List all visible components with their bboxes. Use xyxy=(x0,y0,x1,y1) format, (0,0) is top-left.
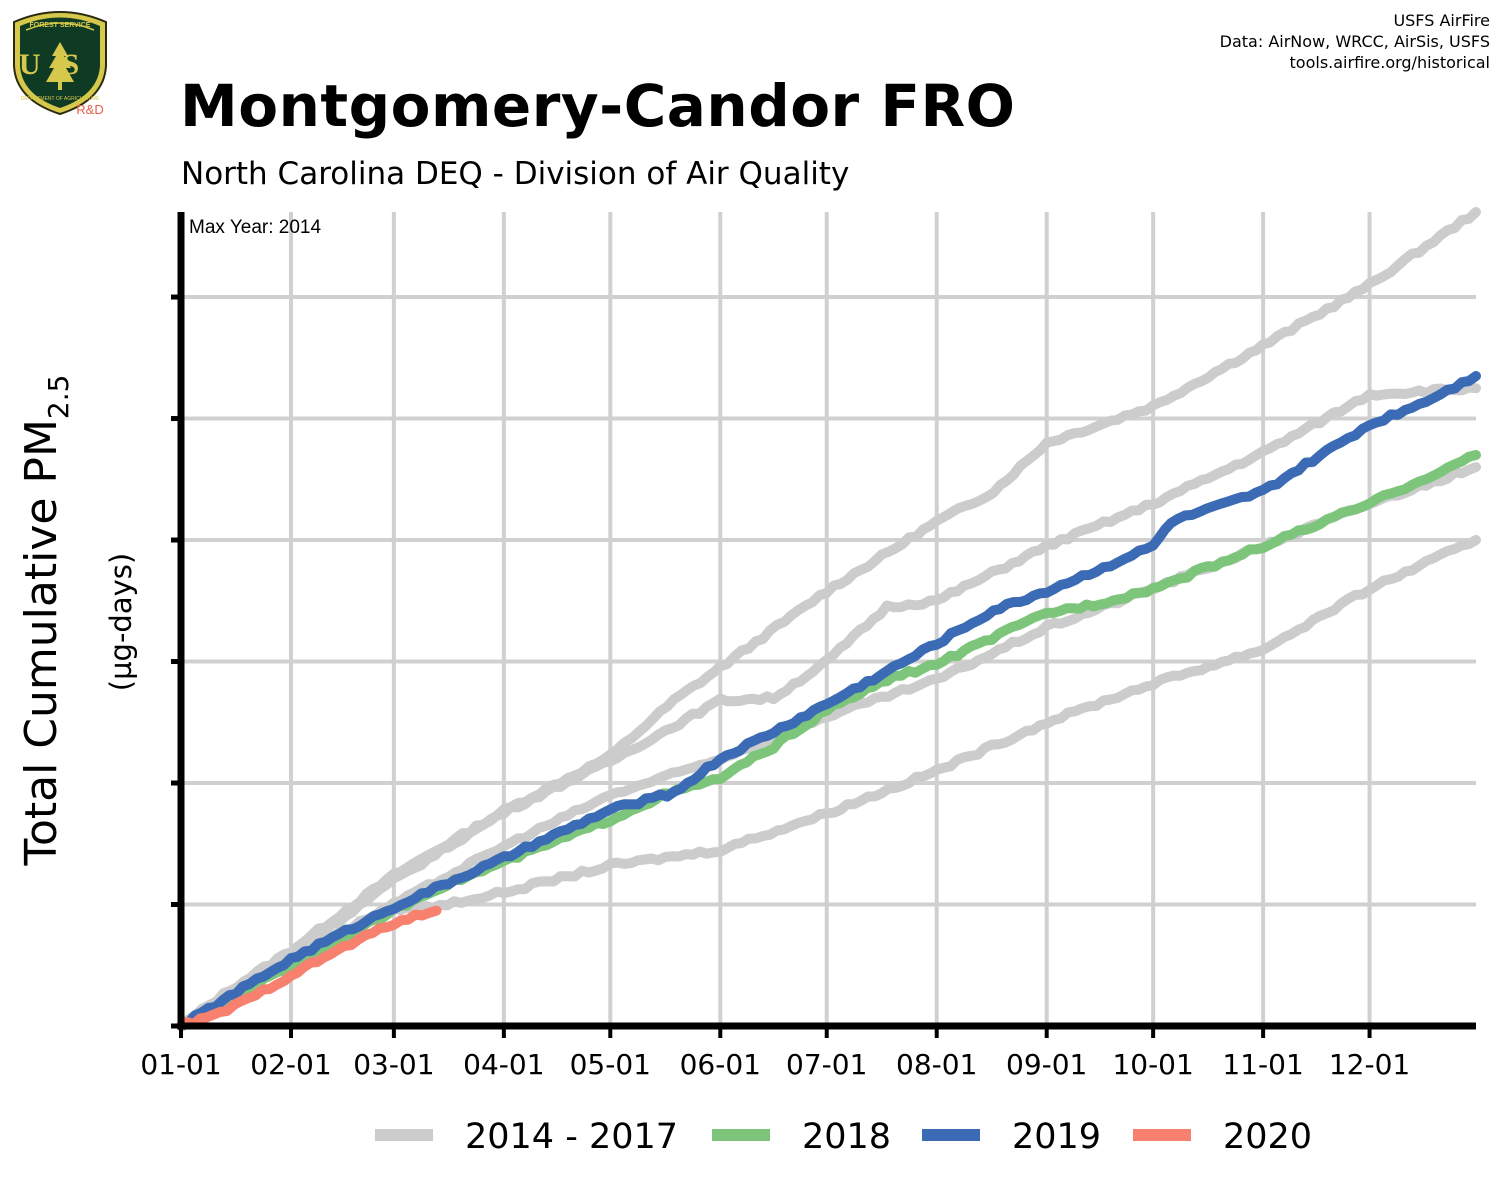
logo-ring: DEPARTMENT OF AGRICULTURE xyxy=(21,96,100,102)
logo-tree-icon xyxy=(46,42,74,90)
legend-label: 2020 xyxy=(1223,1117,1312,1157)
x-tick-label: 02-01 xyxy=(250,1048,331,1081)
logo-banner: FOREST SERVICE xyxy=(30,22,91,29)
legend: 2014 - 2017 2018 2019 2020 xyxy=(375,1117,1312,1157)
x-tick-label: 01-01 xyxy=(140,1048,221,1081)
series-lines xyxy=(176,207,1481,1031)
x-axis-ticks: 01-01 02-01 03-01 04-01 05-01 06-01 07-01 08-01… xyxy=(140,1026,1410,1081)
credit-line: Data: AirNow, WRCC, AirSis, USFS xyxy=(1219,32,1490,51)
x-tick-label: 04-01 xyxy=(463,1048,544,1081)
x-tick-label: 11-01 xyxy=(1222,1048,1303,1081)
y-axis-title: Total Cumulative PM2.5 xyxy=(16,375,75,867)
x-tick-label: 03-01 xyxy=(353,1048,434,1081)
y-axis-units: (µg-days) xyxy=(104,553,138,691)
x-tick-label: 05-01 xyxy=(570,1048,651,1081)
forest-service-logo: FOREST SERVICE US DEPARTMENT OF AGRICULT… xyxy=(13,11,107,117)
x-tick-label: 09-01 xyxy=(1006,1048,1087,1081)
series-line-2015 xyxy=(176,382,1481,1031)
chart-title: Montgomery-Candor FRO xyxy=(180,72,1016,140)
series-line-2020 xyxy=(176,905,442,1031)
legend-label: 2019 xyxy=(1012,1117,1101,1157)
legend-label: 2014 - 2017 xyxy=(465,1117,678,1157)
legend-label: 2018 xyxy=(802,1117,891,1157)
svg-text:Total Cumulative PM2.5: Total Cumulative PM2.5 xyxy=(16,375,75,867)
y-axis-label-subscript: 2.5 xyxy=(42,375,75,420)
credit-line: USFS AirFire xyxy=(1393,11,1490,30)
x-tick-label: 07-01 xyxy=(786,1048,867,1081)
credit-line: tools.airfire.org/historical xyxy=(1289,53,1490,72)
max-year-annotation: Max Year: 2014 xyxy=(189,217,321,238)
chart-subtitle: North Carolina DEQ - Division of Air Qua… xyxy=(181,156,850,192)
series-line-2019 xyxy=(176,371,1481,1031)
x-tick-label: 08-01 xyxy=(896,1048,977,1081)
logo-tag: R&D xyxy=(76,102,103,117)
x-tick-label: 10-01 xyxy=(1112,1048,1193,1081)
x-tick-label: 06-01 xyxy=(680,1048,761,1081)
y-axis-label-main: Total Cumulative PM xyxy=(16,419,67,866)
x-tick-label: 12-01 xyxy=(1329,1048,1410,1081)
data-credits: USFS AirFire Data: AirNow, WRCC, AirSis,… xyxy=(1220,10,1490,73)
